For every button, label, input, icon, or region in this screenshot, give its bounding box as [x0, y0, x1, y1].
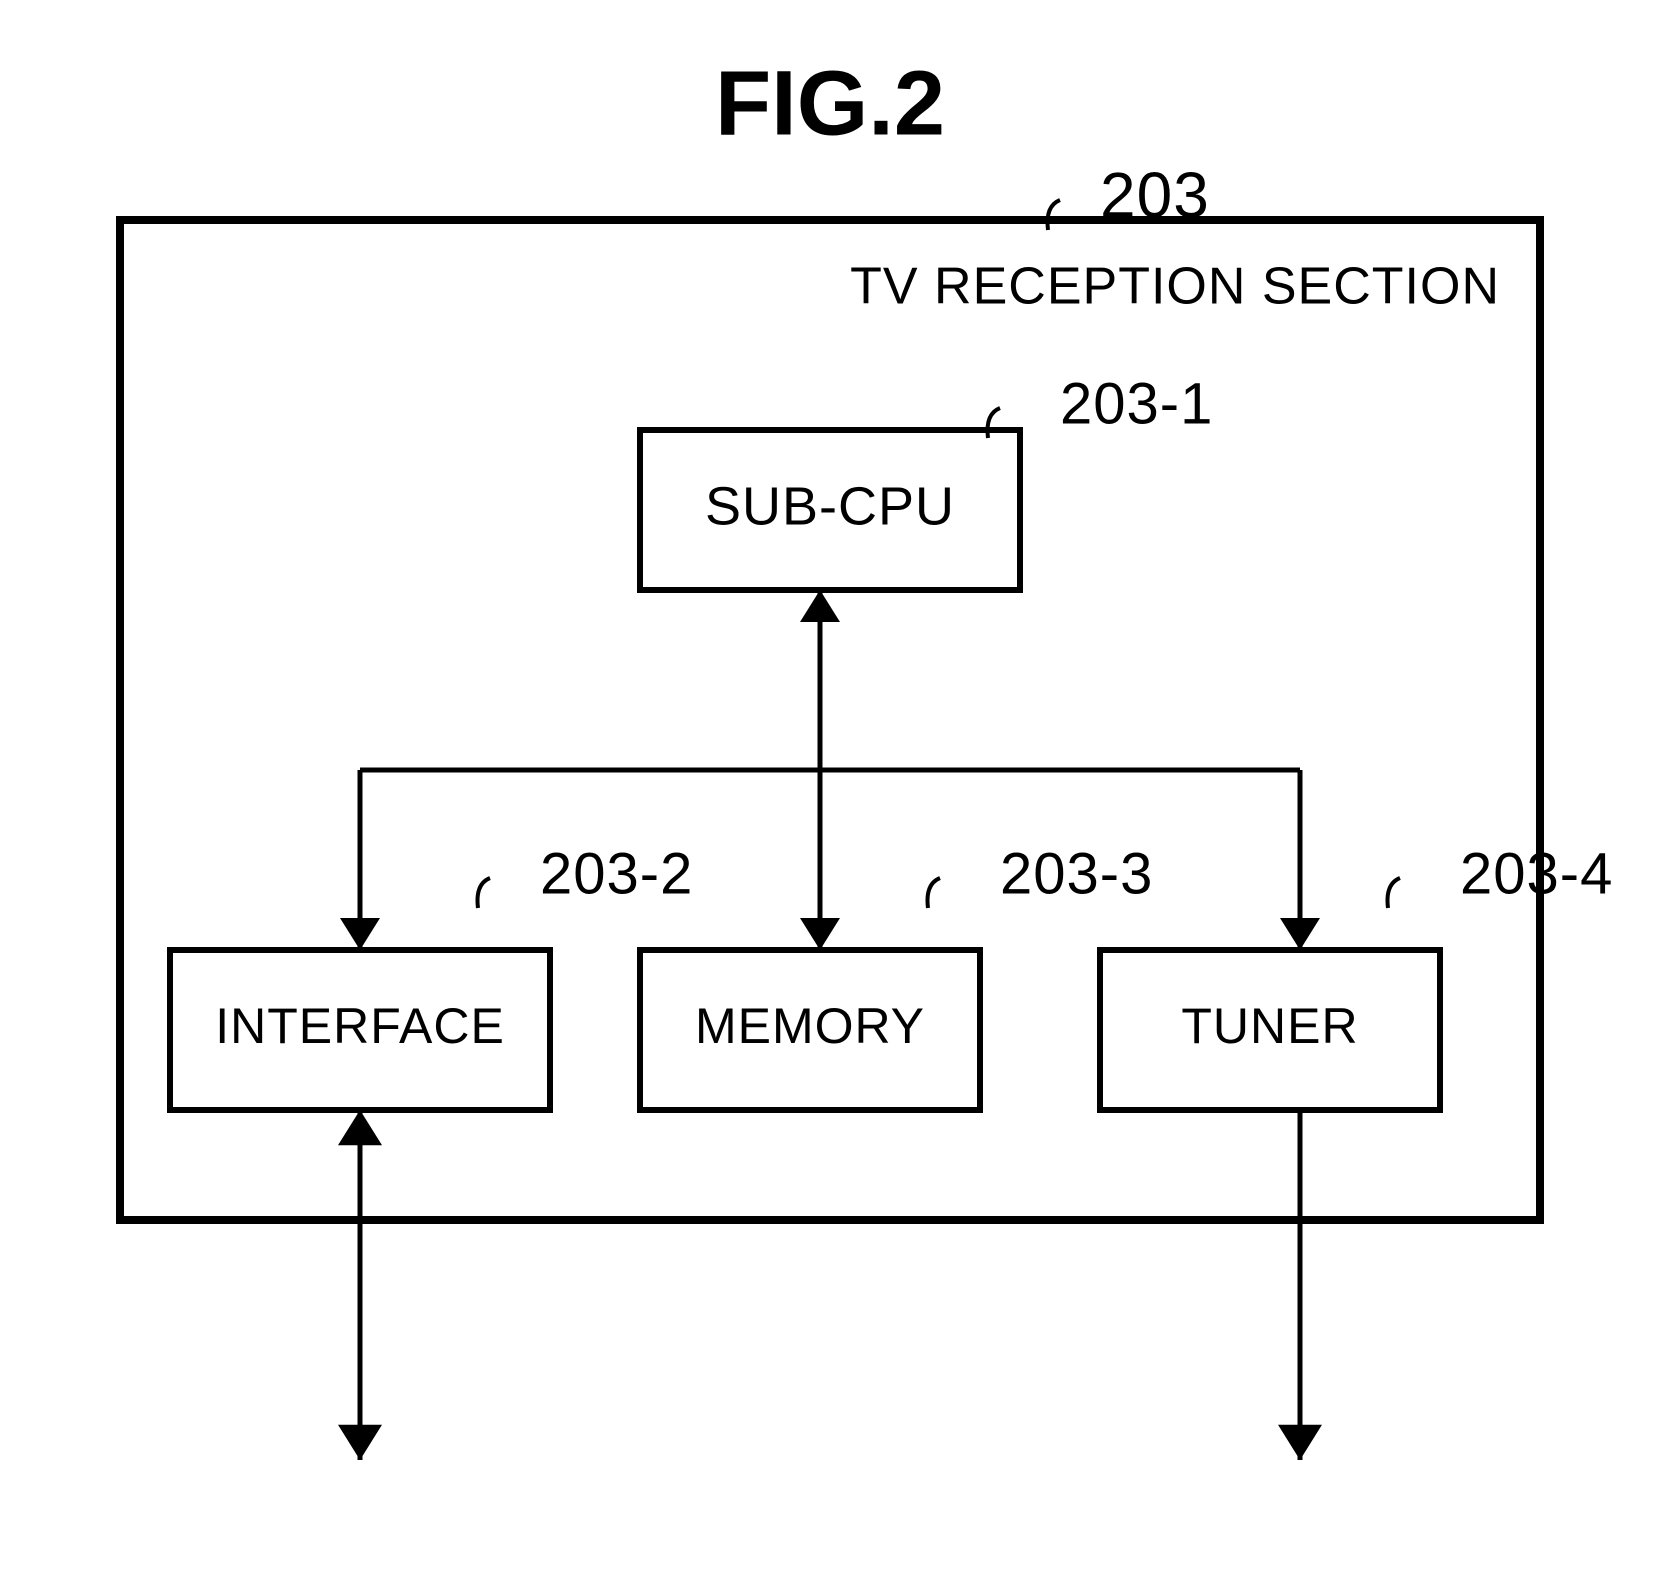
sub-cpu-label: SUB-CPU	[705, 476, 955, 536]
ref-leader	[1048, 200, 1061, 230]
arrowhead	[800, 590, 840, 622]
arrowhead	[1278, 1425, 1322, 1460]
tuner-label: TUNER	[1181, 998, 1358, 1054]
arrowhead	[340, 918, 380, 950]
memory-ref: 203-3	[1000, 841, 1153, 906]
arrowhead	[338, 1425, 382, 1460]
figure-title: FIG.2	[715, 52, 945, 154]
ref-leader	[1388, 878, 1401, 908]
ref-leader	[478, 878, 491, 908]
interface-label: INTERFACE	[215, 998, 505, 1054]
sub-cpu-ref: 203-1	[1060, 371, 1213, 436]
outer-ref: 203	[1100, 159, 1210, 231]
arrowhead	[338, 1110, 382, 1145]
arrowhead	[1280, 918, 1320, 950]
ref-leader	[928, 878, 941, 908]
tv-reception-caption: TV RECEPTION SECTION	[850, 258, 1500, 316]
tuner-ref: 203-4	[1460, 841, 1613, 906]
arrowhead	[800, 918, 840, 950]
memory-label: MEMORY	[695, 998, 925, 1054]
interface-ref: 203-2	[540, 841, 693, 906]
